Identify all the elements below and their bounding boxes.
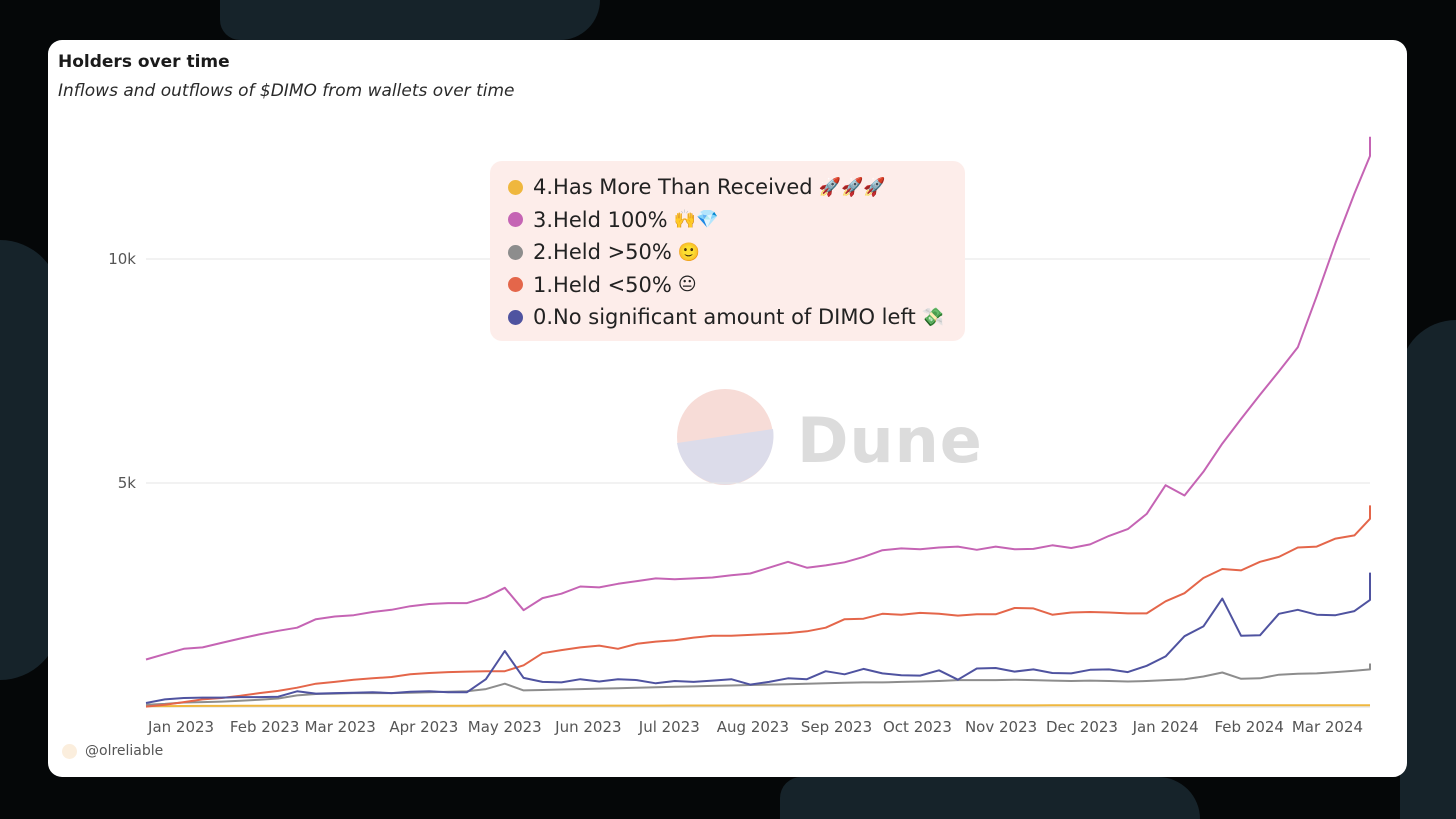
legend-label: 4.Has More Than Received: [533, 175, 813, 199]
x-tick-label: Jan 2024: [1132, 718, 1199, 736]
credit: @olreliable: [62, 743, 163, 759]
dune-logo-icon: [677, 389, 774, 485]
background-shape-bottom: [780, 777, 1200, 819]
legend-dot-icon: [508, 179, 523, 195]
legend-emoji: 🙌💎: [673, 209, 719, 230]
legend-item[interactable]: 1.Held <50% 😐: [508, 271, 697, 299]
x-tick-label: Jan 2023: [147, 718, 214, 736]
x-tick-label: Oct 2023: [883, 718, 952, 736]
watermark-text: Dune: [797, 404, 983, 477]
background-shape-right: [1400, 320, 1456, 819]
legend-dot-icon: [508, 244, 523, 260]
x-tick-label: Feb 2023: [230, 718, 300, 736]
legend-dot-icon: [508, 212, 523, 227]
x-tick-label: Apr 2023: [389, 718, 458, 736]
line-chart: 5k 10k Jan 2023 Feb 2023 Mar 2023 Apr 2023 May…: [108, 136, 1371, 736]
x-tick-label: Mar 2023: [305, 718, 376, 736]
x-tick-label: Feb 2024: [1214, 718, 1284, 736]
legend-label: 3.Held 100%: [533, 207, 668, 232]
x-tick-label: Nov 2023: [965, 718, 1037, 736]
credit-text: @olreliable: [85, 743, 164, 759]
legend-emoji: 😐: [677, 274, 697, 295]
legend: 4.Has More Than Received 🚀🚀🚀 3.Held 100% 🙌💎…: [490, 161, 965, 341]
x-tick-label: Mar 2024: [1292, 718, 1363, 736]
legend-dot-icon: [508, 277, 523, 292]
background-shape-top: [220, 0, 600, 40]
x-tick-label: Jun 2023: [554, 718, 621, 736]
chart-card: Holders over time Inflows and outflows o…: [48, 40, 1407, 777]
avatar: [62, 743, 77, 759]
x-tick-label: Aug 2023: [717, 718, 789, 736]
series-line-1: [145, 136, 1371, 661]
legend-emoji: 🚀🚀🚀: [818, 176, 886, 198]
legend-label: 0.No significant amount of DIMO left: [533, 305, 916, 329]
y-tick-label: 10k: [108, 250, 136, 268]
legend-emoji: 💸: [921, 306, 945, 328]
legend-label: 1.Held <50%: [533, 272, 672, 297]
legend-emoji: 🙂: [677, 241, 701, 263]
series-line-3: [145, 505, 1371, 708]
legend-item[interactable]: 3.Held 100% 🙌💎: [508, 206, 718, 234]
legend-item[interactable]: 0.No significant amount of DIMO left 💸: [508, 303, 944, 331]
legend-dot-icon: [508, 309, 523, 325]
legend-label: 2.Held >50%: [533, 240, 672, 264]
chart-title: Holders over time: [58, 52, 230, 72]
legend-item[interactable]: 2.Held >50% 🙂: [508, 238, 700, 266]
legend-item[interactable]: 4.Has More Than Received 🚀🚀🚀: [508, 173, 886, 201]
series-line-4: [145, 572, 1371, 704]
x-tick-label: Dec 2023: [1046, 718, 1118, 736]
y-tick-label: 5k: [118, 474, 137, 492]
x-tick-label: Sep 2023: [801, 718, 872, 736]
chart-subtitle: Inflows and outflows of $DIMO from walle…: [58, 81, 515, 101]
x-tick-label: Jul 2023: [638, 718, 700, 736]
x-tick-label: May 2023: [468, 718, 542, 736]
series-line-0: [146, 704, 1370, 708]
